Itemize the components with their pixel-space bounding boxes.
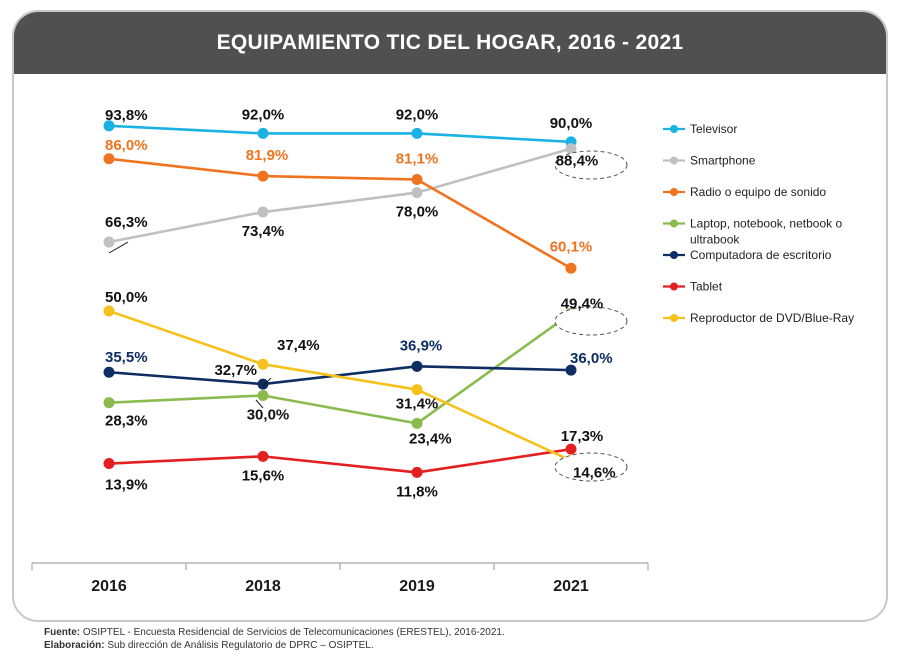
series-line-smartphone	[108, 147, 572, 244]
legend-marker-laptop-notebook-netbook-o-ultrabook	[670, 219, 678, 228]
data-point-computadora-de-escritorio-2018	[257, 378, 269, 390]
data-label-reproductor-de-dvd-blue-ray-2018: 37,4%	[277, 337, 320, 354]
series-line-radio-o-equipo-de-sonido	[108, 157, 572, 270]
legend-label-computadora-de-escritorio: Computadora de escritorio	[690, 248, 832, 262]
legend-label-radio-o-equipo-de-sonido: Radio o equipo de sonido	[690, 185, 826, 199]
data-label-televisor-2018: 92,0%	[242, 106, 285, 123]
data-point-computadora-de-escritorio-2019	[411, 360, 423, 372]
highlight-ellipse-2	[554, 452, 628, 482]
x-tick-label-2016: 2016	[91, 578, 127, 595]
data-label-reproductor-de-dvd-blue-ray-2016: 50,0%	[105, 289, 148, 306]
highlight-ellipse-1	[554, 306, 628, 336]
legend-label-televisor: Televisor	[690, 122, 737, 136]
data-point-radio-o-equipo-de-sonido-2016	[103, 153, 115, 165]
source-label: Fuente:	[44, 627, 81, 638]
data-label-radio-o-equipo-de-sonido-2016: 86,0%	[105, 137, 148, 154]
data-point-laptop-notebook-netbook-o-ultrabook-2018	[257, 389, 269, 401]
data-point-tablet-2016	[103, 458, 115, 470]
x-tick-label-2018: 2018	[245, 578, 281, 595]
data-label-smartphone-2019: 78,0%	[396, 204, 439, 221]
chart-card: EQUIPAMIENTO TIC DEL HOGAR, 2016 - 2021	[12, 10, 888, 622]
data-point-reproductor-de-dvd-blue-ray-2019	[411, 384, 423, 396]
legend-label-smartphone: Smartphone	[690, 154, 756, 168]
data-label-televisor-2021: 90,0%	[550, 115, 593, 132]
leader-line-1	[262, 377, 272, 387]
data-label-laptop-notebook-netbook-o-ultrabook-2016: 28,3%	[105, 413, 148, 430]
chart-title: EQUIPAMIENTO TIC DEL HOGAR, 2016 - 2021	[14, 12, 886, 74]
credit-label: Elaboración:	[44, 640, 105, 651]
legend-label-tablet: Tablet	[690, 280, 723, 294]
data-point-radio-o-equipo-de-sonido-2018	[257, 170, 269, 182]
data-label-radio-o-equipo-de-sonido-2019: 81,1%	[396, 150, 439, 167]
data-label-radio-o-equipo-de-sonido-2018: 81,9%	[246, 147, 289, 164]
series-line-computadora-de-escritorio	[108, 365, 572, 386]
legend-marker-smartphone	[670, 156, 678, 165]
data-point-tablet-2018	[257, 450, 269, 462]
highlight-ellipse-0	[554, 150, 628, 180]
data-point-tablet-2021	[565, 443, 577, 455]
data-point-smartphone-2021	[565, 143, 577, 155]
data-label-reproductor-de-dvd-blue-ray-2021: 14,6%	[573, 465, 616, 482]
data-label-laptop-notebook-netbook-o-ultrabook-2019: 23,4%	[409, 430, 452, 447]
credit-text: Sub dirección de Análisis Regulatorio de…	[104, 640, 374, 651]
x-tick-label-2021: 2021	[553, 578, 589, 595]
data-label-televisor-2016: 93,8%	[105, 107, 148, 124]
series-line-televisor	[108, 124, 572, 144]
data-point-televisor-2019	[411, 127, 423, 139]
data-point-televisor-2018	[257, 127, 269, 139]
data-point-reproductor-de-dvd-blue-ray-2018	[257, 358, 269, 370]
data-point-smartphone-2019	[411, 187, 423, 199]
data-point-laptop-notebook-netbook-o-ultrabook-2016	[103, 397, 115, 409]
data-point-radio-o-equipo-de-sonido-2021	[565, 262, 577, 274]
legend-label-laptop-notebook-netbook-o-ultrabook: Laptop, notebook, netbook o ultrabook	[690, 217, 842, 247]
legend-marker-radio-o-equipo-de-sonido	[670, 188, 678, 196]
data-label-radio-o-equipo-de-sonido-2021: 60,1%	[550, 238, 593, 255]
data-point-radio-o-equipo-de-sonido-2019	[411, 173, 423, 185]
data-label-reproductor-de-dvd-blue-ray-2019: 31,4%	[396, 396, 439, 413]
data-label-laptop-notebook-netbook-o-ultrabook-2018: 30,0%	[247, 406, 290, 423]
legend-marker-tablet	[670, 282, 678, 291]
data-point-smartphone-2018	[257, 206, 269, 218]
data-label-televisor-2019: 92,0%	[396, 106, 439, 123]
series-line-reproductor-de-dvd-blue-ray	[108, 309, 572, 462]
data-point-smartphone-2016	[103, 236, 115, 248]
source-note: Fuente: OSIPTEL - Encuesta Residencial d…	[44, 627, 505, 638]
data-point-televisor-2016	[103, 120, 115, 132]
data-label-computadora-de-escritorio-2018: 32,7%	[214, 362, 257, 379]
data-label-tablet-2019: 11,8%	[396, 483, 438, 500]
legend-marker-computadora-de-escritorio	[670, 251, 678, 259]
data-label-computadora-de-escritorio-2019: 36,9%	[400, 337, 443, 354]
x-tick-label-2019: 2019	[399, 578, 435, 595]
leader-line-0	[108, 241, 129, 254]
data-point-laptop-notebook-netbook-o-ultrabook-2019	[411, 417, 423, 429]
data-label-computadora-de-escritorio-2021: 36,0%	[570, 350, 613, 367]
legend-marker-reproductor-de-dvd-blue-ray	[670, 314, 678, 322]
data-point-computadora-de-escritorio-2016	[103, 366, 115, 378]
data-point-tablet-2019	[411, 466, 423, 478]
data-label-laptop-notebook-netbook-o-ultrabook-2021: 49,4%	[561, 295, 604, 312]
data-label-tablet-2021: 17,3%	[561, 428, 604, 445]
source-text: OSIPTEL - Encuesta Residencial de Servic…	[80, 627, 505, 638]
credit-note: Elaboración: Sub dirección de Análisis R…	[44, 640, 374, 651]
data-label-smartphone-2016: 66,3%	[105, 214, 148, 231]
series-line-tablet	[108, 447, 572, 474]
data-label-smartphone-2021: 88,4%	[556, 153, 599, 170]
data-label-tablet-2018: 15,6%	[242, 467, 285, 484]
data-label-computadora-de-escritorio-2016: 35,5%	[105, 349, 148, 366]
legend-marker-televisor	[670, 125, 678, 133]
data-point-computadora-de-escritorio-2021	[565, 364, 577, 376]
data-label-tablet-2016: 13,9%	[105, 477, 148, 494]
leader-line-2	[255, 399, 264, 409]
data-point-reproductor-de-dvd-blue-ray-2016	[103, 305, 115, 317]
data-label-smartphone-2018: 73,4%	[242, 223, 285, 240]
legend-label-reproductor-de-dvd-blue-ray: Reproductor de DVD/Blue-Ray	[690, 311, 854, 325]
